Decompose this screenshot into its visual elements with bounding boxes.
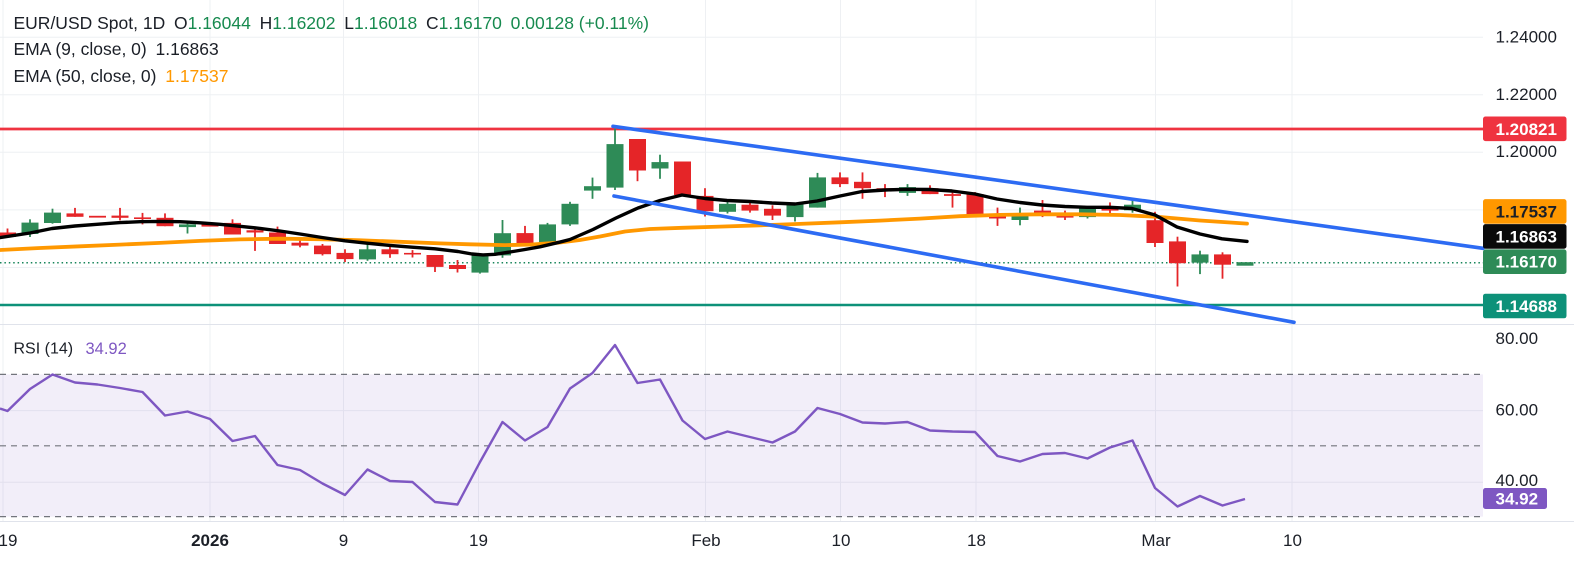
svg-text:RSI (14): RSI (14) [14, 341, 74, 358]
svg-text:1.16863: 1.16863 [1496, 227, 1557, 246]
svg-text:60.00: 60.00 [1496, 401, 1539, 420]
svg-text:34.92: 34.92 [1496, 490, 1539, 509]
svg-text:Feb: Feb [691, 531, 720, 550]
svg-text:1.24000: 1.24000 [1496, 28, 1557, 47]
svg-text:1.22000: 1.22000 [1496, 85, 1557, 104]
svg-text:1.16170: 1.16170 [1496, 253, 1557, 272]
svg-text:18: 18 [967, 531, 986, 550]
svg-text:34.92: 34.92 [86, 340, 127, 358]
svg-text:10: 10 [1283, 531, 1302, 550]
svg-text:EMA (9, close, 0) 1.16863: EMA (9, close, 0) 1.16863 [14, 39, 219, 59]
svg-text:1.14688: 1.14688 [1496, 297, 1557, 316]
svg-text:Mar: Mar [1141, 531, 1171, 550]
svg-text:EUR/USD Spot, 1D O1.16044 H1.1: EUR/USD Spot, 1D O1.16044 H1.16202 L1.16… [14, 13, 650, 33]
svg-text:10: 10 [832, 531, 851, 550]
svg-text:80.00: 80.00 [1496, 329, 1539, 348]
svg-text:EMA (50, close, 0) 1.17537: EMA (50, close, 0) 1.17537 [14, 66, 229, 86]
svg-text:1.20000: 1.20000 [1496, 142, 1557, 161]
svg-text:19: 19 [469, 531, 488, 550]
svg-text:2026: 2026 [191, 531, 229, 550]
svg-text:1.17537: 1.17537 [1496, 202, 1557, 221]
svg-text:9: 9 [339, 531, 348, 550]
svg-text:19: 19 [0, 531, 17, 550]
svg-text:40.00: 40.00 [1496, 471, 1539, 490]
svg-text:1.20821: 1.20821 [1496, 120, 1557, 139]
